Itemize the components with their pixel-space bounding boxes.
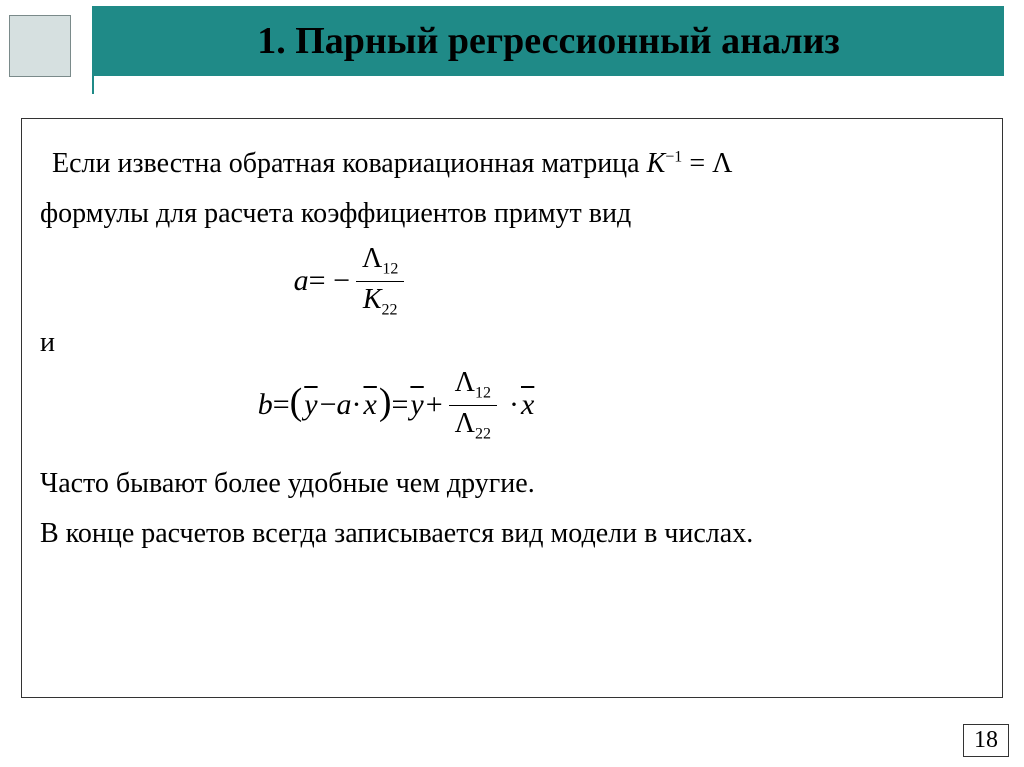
formula-a-block: a = − Λ12 K22 [40, 243, 984, 319]
eq-lambda: = Λ [682, 148, 732, 179]
fb-lhs: b [258, 388, 273, 422]
fb-eq2: = [392, 388, 409, 422]
corner-line [92, 6, 94, 94]
exp-minus1: −1 [665, 149, 682, 166]
var-k: K [647, 148, 666, 179]
fb-paren-open: ( [290, 380, 303, 424]
inline-formula-k: K−1 = Λ [647, 148, 733, 179]
intro-text: Если известна обратная ковариационная ма… [52, 148, 647, 179]
fb-a: a [337, 388, 352, 422]
formula-a: a = − Λ12 K22 [294, 243, 411, 319]
fb-xbar-sym: x [364, 388, 377, 421]
fb-ybar: y [304, 388, 317, 422]
fa-den-sym: K [363, 284, 382, 315]
fa-num-sym: Λ [362, 243, 382, 274]
fb-num-sub: 12 [475, 385, 491, 402]
fb-ybar2: y [410, 388, 423, 422]
content-frame: Если известна обратная ковариационная ма… [21, 118, 1003, 698]
formula-b: b = ( y − a · x ) = y + Λ12 Λ22 · x [258, 367, 537, 443]
fb-ybar-sym: y [304, 388, 317, 421]
fa-fraction: Λ12 K22 [356, 243, 404, 319]
fb-plus: + [426, 388, 443, 422]
intro-line-1: Если известна обратная ковариационная ма… [40, 143, 984, 185]
fb-paren-close: ) [379, 380, 392, 424]
fb-dot2: · [509, 388, 519, 422]
fb-eq1: = [273, 388, 290, 422]
fb-num-sym: Λ [455, 367, 475, 398]
fa-eq: = − [309, 264, 350, 298]
fb-den: Λ22 [449, 406, 497, 444]
fb-xbar2: x [521, 388, 534, 422]
page-number: 18 [963, 724, 1009, 757]
fa-den-sub: 22 [382, 301, 398, 318]
fb-xbar: x [364, 388, 377, 422]
and-word: и [40, 327, 984, 359]
fb-num: Λ12 [449, 367, 497, 406]
slide-header: 1. Парный регрессионный анализ [93, 6, 1004, 76]
fb-fraction: Λ12 Λ22 [449, 367, 497, 443]
fa-lhs: a [294, 264, 309, 298]
fb-minus: − [320, 388, 337, 422]
intro-line-2: формулы для расчета коэффициентов примут… [40, 193, 984, 235]
fa-num-sub: 12 [382, 261, 398, 278]
fa-num: Λ12 [356, 243, 404, 282]
slide-title: 1. Парный регрессионный анализ [257, 19, 840, 63]
fb-ybar2-sym: y [410, 388, 423, 421]
fb-den-sub: 22 [475, 425, 491, 442]
fb-den-sym: Λ [455, 408, 475, 439]
fb-dot: · [352, 388, 362, 422]
closing-line-1: Часто бывают более удобные чем другие. [40, 463, 984, 505]
closing-line-2: В конце расчетов всегда записывается вид… [40, 513, 984, 555]
fb-xbar2-sym: x [521, 388, 534, 421]
corner-decoration [9, 15, 71, 77]
formula-b-block: b = ( y − a · x ) = y + Λ12 Λ22 · x [40, 367, 984, 443]
fa-den: K22 [357, 282, 404, 320]
